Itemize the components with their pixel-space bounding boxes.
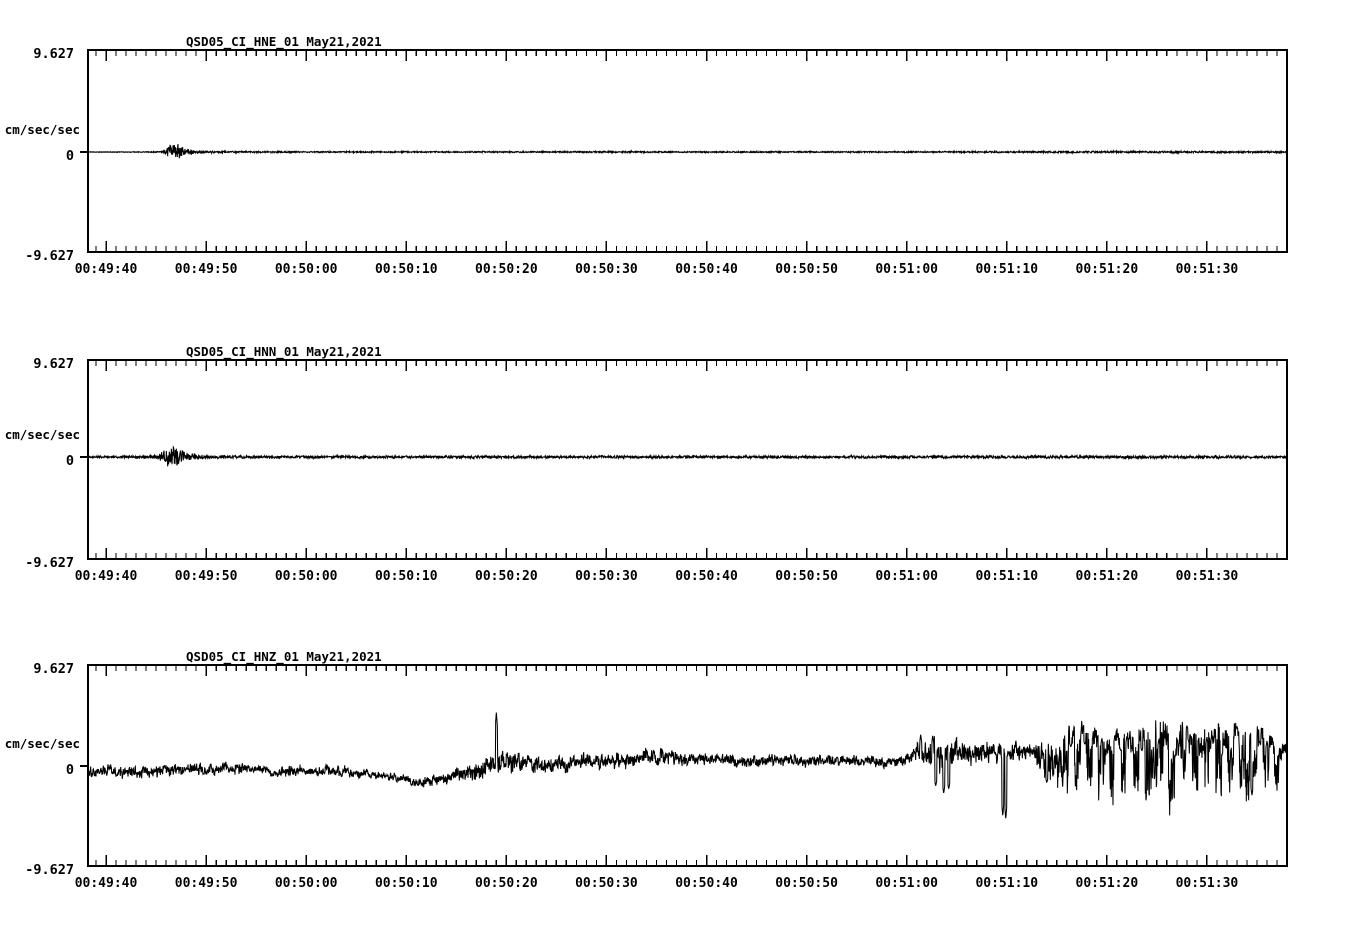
x-tick-label: 00:49:40 (75, 876, 138, 891)
x-tick-label: 00:50:50 (775, 569, 838, 584)
x-tick-label: 00:49:50 (175, 262, 238, 277)
x-tick-label: 00:50:40 (675, 569, 738, 584)
x-tick-label: 00:51:10 (975, 262, 1038, 277)
y-tick-label: 9.627 (33, 661, 74, 677)
x-tick-label: 00:50:40 (675, 262, 738, 277)
x-tick-label: 00:50:20 (475, 569, 538, 584)
waveform-trace (87, 144, 1288, 159)
y-axis-unit-label: cm/sec/sec (5, 736, 80, 751)
seismogram-panel-hnz: 9.627 0 -9.627 cm/sec/sec 00:49:40 00:49:50 00… (0, 615, 1358, 925)
x-tick-label: 00:51:00 (875, 876, 938, 891)
x-tick-label: 00:50:20 (475, 262, 538, 277)
y-tick-label: -9.627 (25, 555, 74, 571)
y-tick-label: 0 (66, 148, 74, 164)
x-tick-label: 00:51:30 (1176, 569, 1239, 584)
x-tick-label: 00:50:50 (775, 262, 838, 277)
y-tick-label: 9.627 (33, 356, 74, 372)
x-tick-label: 00:51:10 (975, 569, 1038, 584)
x-tick-label: 00:50:10 (375, 876, 438, 891)
x-tick-label: 00:49:50 (175, 569, 238, 584)
x-tick-label: 00:50:40 (675, 876, 738, 891)
y-tick-label: -9.627 (25, 862, 74, 878)
x-tick-label: 00:51:00 (875, 262, 938, 277)
x-tick-label: 00:50:30 (575, 569, 638, 584)
y-tick-label: 9.627 (33, 46, 74, 62)
x-tick-label: 00:50:10 (375, 569, 438, 584)
x-tick-label: 00:50:50 (775, 876, 838, 891)
waveform-trace (87, 445, 1288, 467)
panel-title: QSD05_CI_HNN_01 May21,2021 (186, 344, 382, 360)
plot-frame (87, 359, 1288, 560)
x-tick-label: 00:50:00 (275, 262, 338, 277)
axis-ticks (95, 665, 1278, 866)
x-tick-label: 00:50:30 (575, 876, 638, 891)
y-tick-label: 0 (66, 453, 74, 469)
x-tick-label: 00:51:10 (975, 876, 1038, 891)
axis-ticks (95, 50, 1278, 252)
plot-frame (87, 49, 1288, 253)
panel-title: QSD05_CI_HNZ_01 May21,2021 (186, 649, 382, 665)
x-tick-label: 00:50:20 (475, 876, 538, 891)
x-tick-label: 00:51:30 (1176, 262, 1239, 277)
x-tick-label: 00:50:10 (375, 262, 438, 277)
x-tick-label: 00:49:40 (75, 262, 138, 277)
x-tick-label: 00:51:20 (1076, 262, 1139, 277)
x-tick-label: 00:50:00 (275, 876, 338, 891)
x-tick-label: 00:50:00 (275, 569, 338, 584)
panel-title: QSD05_CI_HNE_01 May21,2021 (186, 34, 382, 50)
y-axis-unit-label: cm/sec/sec (5, 427, 80, 442)
axis-ticks (95, 360, 1278, 559)
y-tick-label: 0 (66, 762, 74, 778)
seismogram-panel-hne: 9.627 0 -9.627 cm/sec/sec 00:49:40 00:49:50 00… (0, 0, 1358, 300)
x-tick-label: 00:49:40 (75, 569, 138, 584)
x-tick-label: 00:51:30 (1176, 876, 1239, 891)
waveform-trace (87, 712, 1288, 819)
x-tick-label: 00:51:20 (1076, 876, 1139, 891)
y-tick-label: -9.627 (25, 248, 74, 264)
x-tick-label: 00:49:50 (175, 876, 238, 891)
x-tick-label: 00:51:00 (875, 569, 938, 584)
seismogram-panel-hnn: 9.627 0 -9.627 cm/sec/sec 00:49:40 00:49:50 00… (0, 310, 1358, 610)
y-axis-unit-label: cm/sec/sec (5, 122, 80, 137)
x-tick-label: 00:50:30 (575, 262, 638, 277)
x-tick-label: 00:51:20 (1076, 569, 1139, 584)
plot-frame (87, 664, 1288, 867)
